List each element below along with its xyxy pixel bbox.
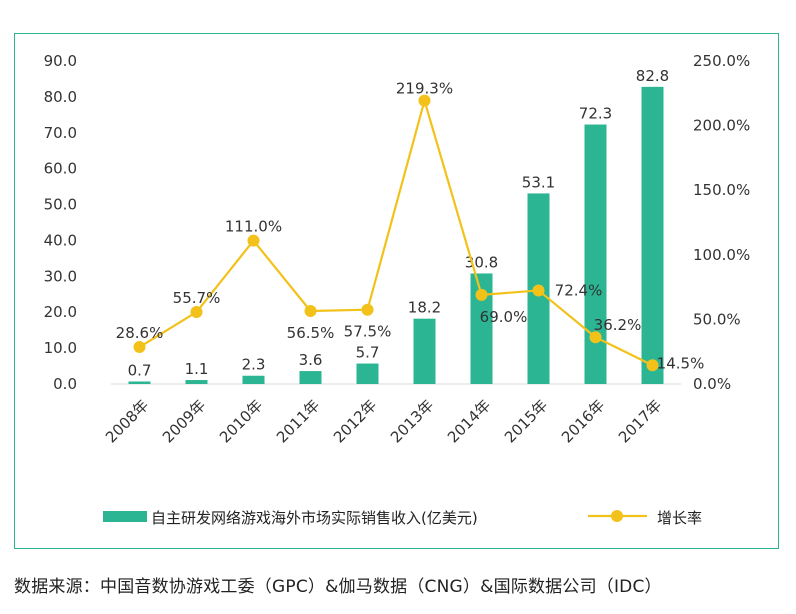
category-label: 2009年: [159, 396, 209, 446]
growth-rate-label: 14.5%: [657, 354, 705, 372]
category-label: 2008年: [102, 396, 152, 446]
left-axis-tick-label: 70.0: [44, 124, 77, 142]
category-label: 2011年: [273, 396, 323, 446]
bar-2009年: [185, 380, 208, 384]
growth-rate-label: 56.5%: [287, 324, 335, 342]
legend-bar-swatch: [103, 511, 147, 522]
growth-point-2012年: [361, 303, 374, 316]
bar-2011年: [299, 371, 322, 384]
left-axis-tick-label: 90.0: [44, 52, 77, 70]
left-axis-tick-label: 60.0: [44, 160, 77, 178]
growth-point-2016年: [589, 331, 602, 344]
left-axis-tick-label: 50.0: [44, 196, 77, 214]
bar-2012年: [356, 363, 379, 384]
growth-rate-line: [138, 99, 653, 367]
category-label: 2015年: [501, 396, 551, 446]
growth-rate-label: 69.0%: [480, 308, 528, 326]
legend-bar-label: 自主研发网络游戏海外市场实际销售收入(亿美元): [151, 509, 478, 527]
left-axis-tick-label: 20.0: [44, 303, 77, 321]
growth-rate-label: 36.2%: [594, 316, 642, 334]
bar-value-label: 18.2: [408, 299, 441, 317]
growth-point-2014年: [475, 288, 488, 301]
growth-point-2015年: [532, 284, 545, 297]
left-axis-tick-label: 30.0: [44, 267, 77, 285]
growth-point-2017年: [646, 359, 659, 372]
bar-2010年: [242, 375, 265, 384]
growth-rate-label: 219.3%: [396, 80, 453, 98]
bar-value-label: 72.3: [579, 105, 612, 123]
bar-value-label: 82.8: [636, 67, 669, 85]
left-axis-tick-label: 80.0: [44, 88, 77, 106]
chart-frame: 0.0 10.0 20.0 30.0 40.0 50.0 60.0 70.0 80.0 90.0 0…: [14, 33, 779, 549]
bar-value-label: 3.6: [299, 351, 323, 369]
bar-2008年: [128, 381, 151, 384]
category-label: 2010年: [216, 396, 266, 446]
category-label: 2016年: [558, 396, 608, 446]
right-axis-tick-label: 50.0%: [693, 310, 741, 328]
data-source-note: 数据来源：中国音数协游戏工委（GPC）&伽马数据（CNG）&国际数据公司（IDC…: [14, 577, 662, 597]
growth-point-2009年: [190, 306, 203, 319]
category-label: 2013年: [387, 396, 437, 446]
bar-2016年: [584, 124, 607, 385]
right-axis-tick-label: 250.0%: [693, 52, 750, 70]
right-axis-tick-label: 200.0%: [693, 117, 750, 135]
growth-point-2008年: [133, 341, 146, 354]
bar-value-label: 2.3: [242, 356, 266, 374]
category-label: 2014年: [444, 396, 494, 446]
category-label: 2012年: [330, 396, 380, 446]
right-axis-tick-label: 100.0%: [693, 246, 750, 264]
growth-point-2011年: [304, 305, 317, 318]
legend-line-marker: [611, 510, 623, 522]
bar-value-label: 53.1: [522, 173, 555, 191]
combo-chart: 0.0 10.0 20.0 30.0 40.0 50.0 60.0 70.0 80.0 90.0 0…: [44, 52, 751, 527]
left-axis-tick-label: 10.0: [44, 339, 77, 357]
left-axis-tick-label: 40.0: [44, 231, 77, 249]
bar-value-label: 1.1: [185, 360, 209, 378]
bar-2017年: [641, 86, 664, 384]
bar-2014年: [470, 273, 493, 384]
right-axis-tick-label: 0.0%: [693, 375, 731, 393]
right-axis-tick-label: 150.0%: [693, 181, 750, 199]
category-label: 2017年: [615, 396, 665, 446]
left-axis-tick-label: 0.0: [53, 375, 77, 393]
growth-rate-label: 111.0%: [225, 218, 282, 236]
bar-2013年: [413, 318, 436, 384]
growth-point-2010年: [247, 234, 260, 247]
legend-line-label: 增长率: [657, 509, 702, 527]
growth-rate-label: 72.4%: [555, 281, 603, 299]
bar-value-label: 0.7: [128, 361, 152, 379]
bar-value-label: 5.7: [356, 344, 380, 362]
growth-rate-label: 28.6%: [116, 324, 164, 342]
growth-rate-label: 57.5%: [344, 323, 392, 341]
growth-point-2013年: [418, 94, 431, 107]
growth-rate-label: 55.7%: [173, 289, 221, 307]
